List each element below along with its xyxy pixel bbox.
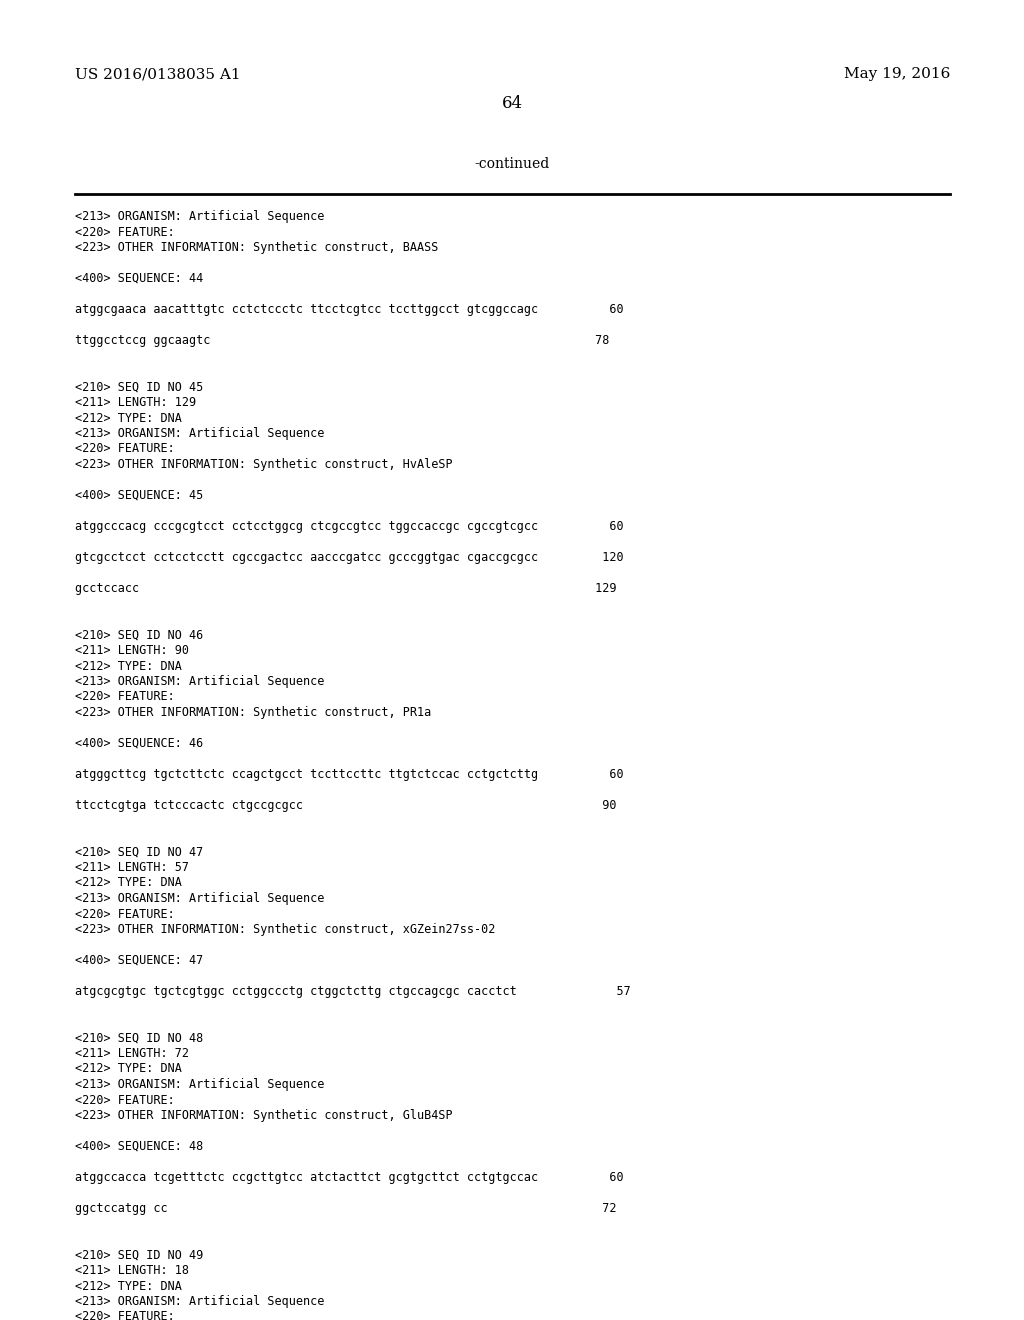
Text: <210> SEQ ID NO 48: <210> SEQ ID NO 48 bbox=[75, 1031, 203, 1044]
Text: <213> ORGANISM: Artificial Sequence: <213> ORGANISM: Artificial Sequence bbox=[75, 1295, 325, 1308]
Text: <213> ORGANISM: Artificial Sequence: <213> ORGANISM: Artificial Sequence bbox=[75, 892, 325, 906]
Text: ttcctcgtga tctcccactc ctgccgcgcc                                          90: ttcctcgtga tctcccactc ctgccgcgcc 90 bbox=[75, 799, 616, 812]
Text: <211> LENGTH: 18: <211> LENGTH: 18 bbox=[75, 1265, 189, 1276]
Text: <210> SEQ ID NO 47: <210> SEQ ID NO 47 bbox=[75, 846, 203, 858]
Text: 64: 64 bbox=[502, 95, 522, 112]
Text: atgcgcgtgc tgctcgtggc cctggccctg ctggctcttg ctgccagcgc cacctct              57: atgcgcgtgc tgctcgtggc cctggccctg ctggctc… bbox=[75, 985, 631, 998]
Text: <223> OTHER INFORMATION: Synthetic construct, BAASS: <223> OTHER INFORMATION: Synthetic const… bbox=[75, 242, 438, 253]
Text: -continued: -continued bbox=[474, 157, 550, 172]
Text: ttggcctccg ggcaagtc                                                      78: ttggcctccg ggcaagtc 78 bbox=[75, 334, 609, 347]
Text: <212> TYPE: DNA: <212> TYPE: DNA bbox=[75, 1279, 182, 1292]
Text: <211> LENGTH: 72: <211> LENGTH: 72 bbox=[75, 1047, 189, 1060]
Text: <210> SEQ ID NO 46: <210> SEQ ID NO 46 bbox=[75, 628, 203, 642]
Text: atggcccacg cccgcgtcct cctcctggcg ctcgccgtcc tggccaccgc cgccgtcgcc          60: atggcccacg cccgcgtcct cctcctggcg ctcgccg… bbox=[75, 520, 624, 533]
Text: <211> LENGTH: 57: <211> LENGTH: 57 bbox=[75, 861, 189, 874]
Text: <220> FEATURE:: <220> FEATURE: bbox=[75, 908, 175, 920]
Text: atggcgaaca aacatttgtc cctctccctc ttcctcgtcc tccttggcct gtcggccagc          60: atggcgaaca aacatttgtc cctctccctc ttcctcg… bbox=[75, 304, 624, 315]
Text: <210> SEQ ID NO 49: <210> SEQ ID NO 49 bbox=[75, 1249, 203, 1262]
Text: <220> FEATURE:: <220> FEATURE: bbox=[75, 1311, 175, 1320]
Text: <213> ORGANISM: Artificial Sequence: <213> ORGANISM: Artificial Sequence bbox=[75, 675, 325, 688]
Text: <223> OTHER INFORMATION: Synthetic construct, HvAleSP: <223> OTHER INFORMATION: Synthetic const… bbox=[75, 458, 453, 471]
Text: gtcgcctcct cctcctcctt cgccgactcc aacccgatcc gcccggtgac cgaccgcgcc         120: gtcgcctcct cctcctcctt cgccgactcc aacccga… bbox=[75, 550, 624, 564]
Text: <211> LENGTH: 129: <211> LENGTH: 129 bbox=[75, 396, 197, 409]
Text: <212> TYPE: DNA: <212> TYPE: DNA bbox=[75, 876, 182, 890]
Text: <400> SEQUENCE: 47: <400> SEQUENCE: 47 bbox=[75, 954, 203, 968]
Text: <400> SEQUENCE: 44: <400> SEQUENCE: 44 bbox=[75, 272, 203, 285]
Text: May 19, 2016: May 19, 2016 bbox=[844, 67, 950, 81]
Text: <400> SEQUENCE: 48: <400> SEQUENCE: 48 bbox=[75, 1140, 203, 1152]
Text: <400> SEQUENCE: 45: <400> SEQUENCE: 45 bbox=[75, 488, 203, 502]
Text: <223> OTHER INFORMATION: Synthetic construct, xGZein27ss-02: <223> OTHER INFORMATION: Synthetic const… bbox=[75, 923, 496, 936]
Text: <213> ORGANISM: Artificial Sequence: <213> ORGANISM: Artificial Sequence bbox=[75, 426, 325, 440]
Text: gcctccacc                                                                129: gcctccacc 129 bbox=[75, 582, 616, 595]
Text: US 2016/0138035 A1: US 2016/0138035 A1 bbox=[75, 67, 241, 81]
Text: <220> FEATURE:: <220> FEATURE: bbox=[75, 226, 175, 239]
Text: atgggcttcg tgctcttctc ccagctgcct tccttccttc ttgtctccac cctgctcttg          60: atgggcttcg tgctcttctc ccagctgcct tccttcc… bbox=[75, 768, 624, 781]
Text: <212> TYPE: DNA: <212> TYPE: DNA bbox=[75, 1063, 182, 1076]
Text: <223> OTHER INFORMATION: Synthetic construct, PR1a: <223> OTHER INFORMATION: Synthetic const… bbox=[75, 706, 431, 719]
Text: <213> ORGANISM: Artificial Sequence: <213> ORGANISM: Artificial Sequence bbox=[75, 210, 325, 223]
Text: atggccacca tcgetttctc ccgcttgtcc atctacttct gcgtgcttct cctgtgccac          60: atggccacca tcgetttctc ccgcttgtcc atctact… bbox=[75, 1171, 624, 1184]
Text: ggctccatgg cc                                                             72: ggctccatgg cc 72 bbox=[75, 1203, 616, 1214]
Text: <400> SEQUENCE: 46: <400> SEQUENCE: 46 bbox=[75, 737, 203, 750]
Text: <213> ORGANISM: Artificial Sequence: <213> ORGANISM: Artificial Sequence bbox=[75, 1078, 325, 1092]
Text: <212> TYPE: DNA: <212> TYPE: DNA bbox=[75, 412, 182, 425]
Text: <211> LENGTH: 90: <211> LENGTH: 90 bbox=[75, 644, 189, 657]
Text: <212> TYPE: DNA: <212> TYPE: DNA bbox=[75, 660, 182, 672]
Text: <223> OTHER INFORMATION: Synthetic construct, GluB4SP: <223> OTHER INFORMATION: Synthetic const… bbox=[75, 1109, 453, 1122]
Text: <220> FEATURE:: <220> FEATURE: bbox=[75, 1093, 175, 1106]
Text: <220> FEATURE:: <220> FEATURE: bbox=[75, 690, 175, 704]
Text: <210> SEQ ID NO 45: <210> SEQ ID NO 45 bbox=[75, 380, 203, 393]
Text: <220> FEATURE:: <220> FEATURE: bbox=[75, 442, 175, 455]
